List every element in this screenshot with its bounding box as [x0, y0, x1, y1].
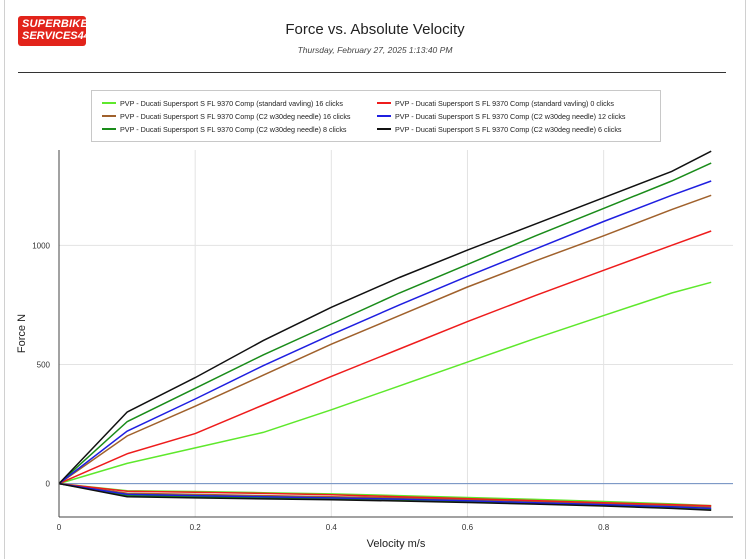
series-line-5	[58, 150, 712, 485]
legend-label: PVP - Ducati Supersport S FL 9370 Comp (…	[395, 99, 614, 108]
series-line-1	[58, 194, 712, 485]
legend-label: PVP - Ducati Supersport S FL 9370 Comp (…	[120, 112, 351, 121]
series-rebound-line-5	[58, 482, 712, 512]
legend-swatch	[102, 128, 116, 130]
chart-title: Force vs. Absolute Velocity	[285, 21, 465, 38]
y-tick-label: 1000	[32, 241, 50, 250]
legend-label: PVP - Ducati Supersport S FL 9370 Comp (…	[395, 112, 626, 121]
y-axis-label: Force N	[16, 314, 28, 353]
x-axis-label: Velocity m/s	[367, 538, 426, 550]
legend-item: PVP - Ducati Supersport S FL 9370 Comp (…	[102, 125, 347, 134]
logo-line1: SUPERBIKE	[22, 18, 88, 30]
superbike-services-logo: SUPERBIKE SERVICES44	[18, 16, 90, 46]
x-tick-label: 0.2	[190, 523, 202, 532]
header-separator	[18, 72, 726, 73]
series-line-0	[58, 281, 712, 485]
grid	[59, 150, 733, 517]
legend-item: PVP - Ducati Supersport S FL 9370 Comp (…	[377, 125, 622, 134]
x-tick-label: 0.6	[462, 523, 474, 532]
legend-label: PVP - Ducati Supersport S FL 9370 Comp (…	[395, 125, 622, 134]
logo-line2: SERVICES44	[22, 30, 90, 42]
axes: 0 0.2 0.4 0.6 0.8 0 500 1000	[32, 150, 733, 532]
legend-swatch	[377, 102, 391, 104]
legend-swatch	[377, 115, 391, 117]
legend: PVP - Ducati Supersport S FL 9370 Comp (…	[91, 90, 661, 142]
series-line-3	[58, 230, 712, 485]
legend-item: PVP - Ducati Supersport S FL 9370 Comp (…	[377, 99, 614, 108]
series-line-4	[58, 180, 712, 485]
series-rebound-line-3	[58, 482, 712, 507]
x-tick-label: 0.8	[598, 523, 610, 532]
legend-label: PVP - Ducati Supersport S FL 9370 Comp (…	[120, 99, 343, 108]
x-tick-label: 0.4	[326, 523, 338, 532]
page-frame-right	[745, 0, 746, 559]
series-line-2	[58, 162, 712, 485]
legend-swatch	[102, 115, 116, 117]
legend-swatch	[102, 102, 116, 104]
series-rebound-line-4	[58, 482, 712, 510]
series-rebound-line-1	[58, 482, 712, 508]
legend-item: PVP - Ducati Supersport S FL 9370 Comp (…	[102, 112, 351, 121]
x-tick-label: 0	[57, 523, 62, 532]
y-tick-label: 0	[46, 480, 51, 489]
page-frame-left	[4, 0, 5, 559]
legend-item: PVP - Ducati Supersport S FL 9370 Comp (…	[102, 99, 343, 108]
y-tick-label: 500	[37, 360, 51, 369]
legend-swatch	[377, 128, 391, 130]
legend-label: PVP - Ducati Supersport S FL 9370 Comp (…	[120, 125, 347, 134]
chart-timestamp: Thursday, February 27, 2025 1:13:40 PM	[297, 45, 453, 55]
legend-item: PVP - Ducati Supersport S FL 9370 Comp (…	[377, 112, 626, 121]
series-lines	[58, 150, 712, 512]
